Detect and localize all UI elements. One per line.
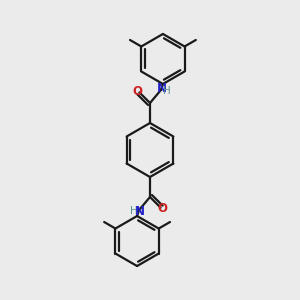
Text: O: O	[132, 85, 142, 98]
Text: O: O	[158, 202, 168, 215]
Text: H: H	[163, 86, 171, 96]
Text: H: H	[130, 206, 138, 216]
Text: N: N	[156, 82, 167, 95]
Text: N: N	[135, 205, 145, 218]
